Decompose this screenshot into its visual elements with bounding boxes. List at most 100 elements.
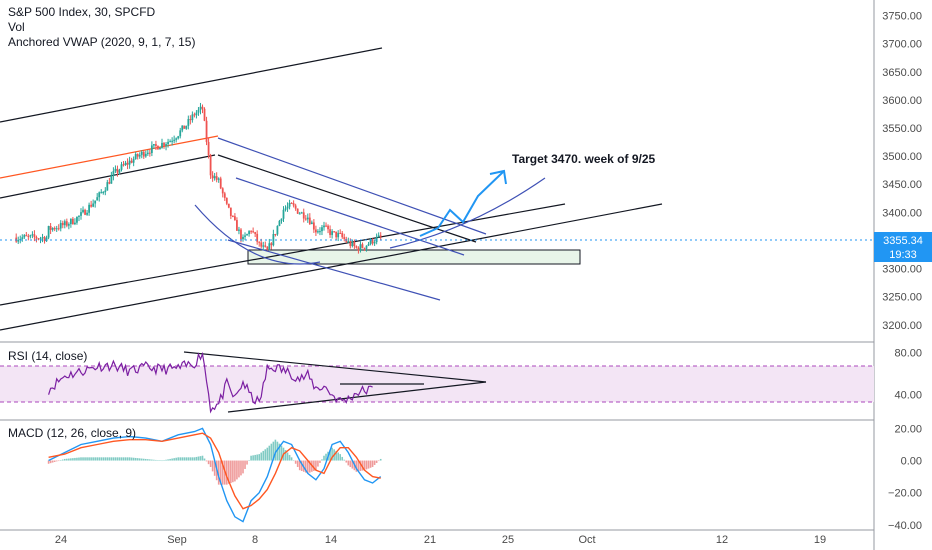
macd-histogram-bar: [84, 457, 86, 461]
macd-histogram-bar: [246, 460, 248, 465]
price-badge-value: 3355.34: [883, 235, 923, 247]
candle-body: [142, 151, 145, 157]
candle-body: [29, 235, 32, 237]
descending-line[interactable]: [217, 154, 477, 243]
blue-channel-bottom[interactable]: [227, 239, 441, 301]
macd-histogram-bar: [108, 457, 111, 461]
macd-histogram-bar: [96, 457, 98, 461]
price-badge-countdown: 19:33: [889, 249, 917, 261]
macd-histogram-bar: [252, 455, 254, 461]
candle-body: [260, 242, 263, 247]
candle-body: [240, 229, 242, 240]
candle-body: [312, 222, 315, 230]
candle-body: [331, 231, 333, 235]
price-tick: 3200.00: [882, 320, 922, 332]
macd-histogram-bar: [365, 460, 368, 470]
candle-body: [80, 212, 82, 216]
vwap-curve[interactable]: [194, 204, 321, 265]
time-tick: 24: [55, 534, 67, 546]
candle-body: [335, 231, 338, 238]
blue-channel-mid[interactable]: [235, 177, 465, 256]
macd-histogram-bar: [90, 457, 92, 461]
candle-body: [276, 225, 279, 235]
candle-body: [177, 136, 180, 139]
trendlines[interactable]: [0, 47, 663, 413]
macd-histogram-bar: [234, 460, 236, 482]
macd-axis[interactable]: 20.00 0.00 −20.00 −40.00: [888, 423, 922, 531]
vwap-curve-right[interactable]: [389, 177, 546, 249]
macd-histogram-bar: [59, 460, 62, 461]
macd-histogram-bar: [367, 460, 370, 469]
time-axis[interactable]: 24 Sep 8 14 21 25 Oct 12 19: [55, 534, 826, 546]
candle-body: [134, 154, 137, 159]
candle-body: [76, 216, 78, 223]
candle-body: [321, 227, 323, 232]
price-tick: 3450.00: [882, 179, 922, 191]
candle-body: [167, 141, 169, 145]
macd-label[interactable]: MACD (12, 26, close, 9): [8, 426, 136, 440]
legend: S&P 500 Index, 30, SPCFD Vol Anchored VW…: [8, 5, 195, 440]
blue-channel-top[interactable]: [217, 137, 487, 235]
vol-label[interactable]: Vol: [8, 20, 25, 34]
rsi-label[interactable]: RSI (14, close): [8, 349, 87, 363]
macd-histogram-bar: [189, 457, 192, 461]
macd-histogram-bar: [185, 457, 188, 461]
candle-body: [203, 108, 206, 121]
macd-histogram-bar: [361, 460, 364, 471]
macd-histogram-bar: [183, 457, 186, 461]
vwap-label[interactable]: Anchored VWAP (2020, 9, 1, 7, 15): [8, 35, 195, 49]
macd-histogram-bar: [341, 456, 344, 461]
macd-histogram-bar: [357, 460, 360, 472]
candle-body: [41, 237, 44, 239]
price-tick: 3500.00: [882, 151, 922, 163]
candle-body: [27, 236, 30, 238]
macd-histogram-bar: [292, 460, 295, 462]
rsi-axis[interactable]: 40.00 80.00: [894, 347, 922, 401]
candle-body: [310, 222, 313, 225]
rsi-triangle-top[interactable]: [183, 351, 487, 383]
macd-histogram-bar: [82, 457, 84, 461]
macd-tick: 0.00: [901, 456, 922, 468]
candle-body: [339, 232, 342, 234]
candle-body: [213, 176, 216, 179]
mid-channel-line[interactable]: [0, 154, 216, 199]
candle-body: [268, 243, 271, 250]
symbol-title[interactable]: S&P 500 Index, 30, SPCFD: [8, 5, 156, 19]
macd-histogram-bar: [61, 459, 64, 461]
candle-body: [175, 138, 178, 140]
macd-histogram-bar: [207, 460, 210, 465]
time-tick: 21: [424, 534, 436, 546]
macd-histogram-bar: [272, 441, 275, 461]
candle-body: [63, 221, 66, 226]
macd-histogram-bar: [195, 456, 198, 461]
time-tick: Oct: [578, 534, 595, 546]
candle-body: [357, 247, 360, 251]
macd-histogram-bar: [230, 460, 232, 484]
macd-histogram-bar: [219, 460, 222, 485]
candle-body: [189, 119, 192, 121]
orange-trendline[interactable]: [0, 135, 219, 179]
macd-histogram-bar: [130, 457, 133, 461]
support-zone[interactable]: [247, 249, 581, 265]
macd-histogram-bar: [355, 460, 358, 472]
candle-body: [55, 228, 58, 230]
price-tick: 3700.00: [882, 39, 922, 51]
candle-body: [153, 144, 155, 146]
macd-histogram-bar: [250, 455, 252, 461]
candle-body: [315, 229, 317, 233]
macd-histogram-bar: [68, 458, 70, 461]
forecast-arrow[interactable]: [419, 169, 507, 237]
candle-body: [120, 164, 123, 170]
macd-histogram-bar: [260, 452, 263, 461]
rsi-triangle-bottom[interactable]: [227, 381, 487, 413]
target-annotation[interactable]: Target 3470. week of 9/25: [512, 152, 656, 166]
candle-body: [132, 158, 135, 163]
macd-histogram-bar: [51, 460, 54, 463]
candle-body: [325, 225, 327, 227]
macd-histogram-bar: [325, 453, 327, 461]
lower-channel-line-b[interactable]: [0, 203, 663, 331]
macd-histogram-bar: [321, 459, 323, 461]
macd-histogram-bar: [296, 460, 299, 467]
upper-channel-line[interactable]: [0, 47, 383, 123]
